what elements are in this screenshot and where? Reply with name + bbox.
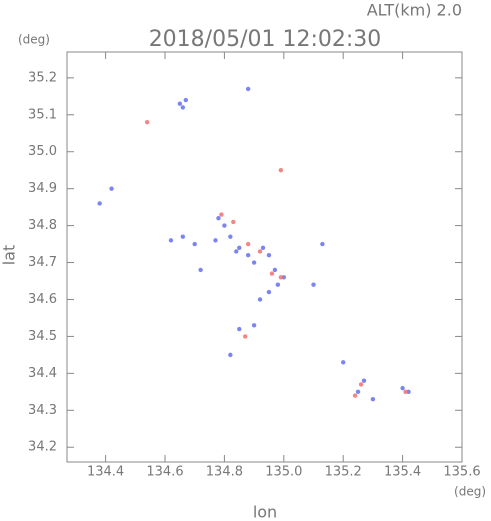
echo-point — [245, 252, 251, 258]
y-tick-label: 35.0 — [28, 144, 57, 159]
echo-point — [180, 105, 186, 110]
echo-point — [198, 267, 203, 273]
annotation: ALT(km) 2.0 — [367, 1, 462, 20]
echo-point — [251, 323, 257, 328]
echo-point — [180, 234, 186, 239]
echo-point — [352, 393, 358, 398]
x-tick-label: 135.2 — [325, 465, 362, 480]
x-tick-label: 135.6 — [443, 465, 480, 480]
x-tick-label: 134.8 — [206, 465, 243, 480]
echo-point — [168, 238, 174, 243]
echo-point — [219, 212, 224, 217]
echo-point — [245, 86, 251, 92]
echo-point — [341, 360, 346, 365]
echo-point — [278, 275, 284, 280]
echo-point — [361, 378, 367, 383]
x-tick-label: 135.4 — [384, 465, 421, 480]
echo-point — [257, 297, 263, 302]
y-tick-label: 35.1 — [28, 107, 57, 122]
y-tick-label: 34.3 — [28, 403, 57, 418]
echo-point — [275, 282, 281, 287]
echo-point — [278, 167, 284, 173]
y-tick-label: 34.7 — [28, 255, 57, 270]
echo-point — [228, 234, 233, 239]
echo-point — [257, 249, 263, 254]
echo-point — [370, 397, 376, 402]
echo-point — [192, 241, 197, 247]
x-tick-label: 134.4 — [87, 465, 124, 480]
y-tick-label: 35.2 — [28, 70, 57, 85]
y-tick-label: 34.6 — [28, 292, 57, 307]
echo-point — [266, 252, 272, 258]
y-tick-label: 34.2 — [28, 440, 57, 455]
echo-point — [242, 334, 248, 339]
x-axis-label: lon — [253, 503, 277, 521]
echo-point — [260, 245, 266, 250]
plot-frame — [66, 51, 463, 463]
x-unit: (deg) — [454, 485, 486, 499]
echo-point — [216, 216, 221, 221]
echo-point — [358, 382, 364, 387]
echo-point — [234, 249, 239, 254]
echo-point — [177, 101, 183, 106]
echo-point — [320, 241, 325, 247]
y-tick-label: 34.5 — [28, 329, 57, 344]
y-tick-label: 34.4 — [28, 366, 57, 381]
echo-point — [355, 389, 361, 395]
echo-point — [272, 267, 278, 273]
echo-point — [109, 186, 114, 191]
echo-point — [237, 326, 242, 332]
y-unit: (deg) — [18, 33, 50, 47]
x-tick-label: 134.6 — [146, 465, 183, 480]
echo-point — [251, 260, 257, 265]
echo-point — [97, 201, 102, 206]
echo-point — [266, 289, 272, 295]
echo-point — [228, 352, 233, 358]
x-tick-label: 135.0 — [265, 465, 302, 480]
echo-point — [144, 119, 150, 125]
y-tick-label: 34.8 — [28, 218, 57, 233]
echo-point — [213, 238, 218, 243]
echo-point — [403, 389, 408, 395]
chart-title: 2018/05/01 12:02:30 — [149, 27, 382, 52]
echo-point — [237, 245, 242, 250]
y-tick-label: 34.9 — [28, 181, 57, 196]
echo-point — [222, 223, 227, 228]
y-axis-label: lat — [0, 245, 19, 266]
echo-point — [269, 271, 275, 276]
echo-point — [311, 282, 316, 287]
echo-point — [183, 97, 188, 103]
echo-point — [400, 385, 405, 391]
echo-point — [231, 219, 236, 225]
echo-point — [245, 241, 251, 247]
